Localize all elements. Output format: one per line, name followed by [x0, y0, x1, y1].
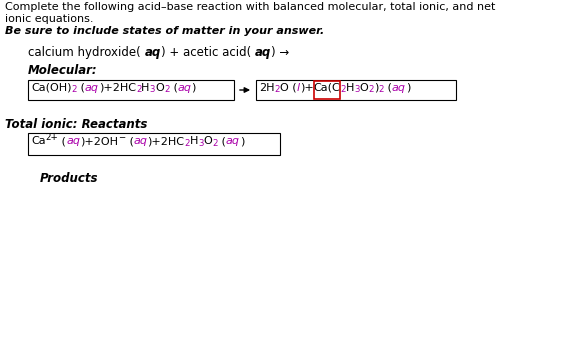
Text: (: (: [218, 136, 226, 146]
Text: 2: 2: [136, 86, 142, 95]
Text: O (: O (: [280, 83, 297, 93]
Text: aq: aq: [66, 136, 80, 146]
Text: 3: 3: [354, 86, 360, 95]
Text: aq: aq: [144, 46, 161, 59]
Text: (: (: [125, 136, 133, 146]
Text: aq: aq: [133, 136, 147, 146]
Text: Ca(OH): Ca(OH): [31, 83, 71, 93]
Text: (: (: [170, 83, 178, 93]
Text: ): ): [240, 136, 244, 146]
Text: aq: aq: [255, 46, 271, 59]
Text: H: H: [142, 83, 149, 93]
Text: ionic equations.: ionic equations.: [5, 14, 93, 24]
FancyBboxPatch shape: [256, 80, 456, 100]
Text: aq: aq: [392, 83, 406, 93]
FancyBboxPatch shape: [28, 133, 280, 155]
Text: O: O: [204, 136, 212, 146]
Text: Complete the following acid–base reaction with balanced molecular, total ionic, : Complete the following acid–base reactio…: [5, 2, 495, 12]
Text: Be sure to include states of matter in your answer.: Be sure to include states of matter in y…: [5, 26, 324, 36]
Text: )+: )+: [300, 83, 314, 93]
Text: Ca(C: Ca(C: [314, 83, 340, 93]
Text: 3: 3: [149, 86, 155, 95]
Text: 2+: 2+: [46, 133, 58, 141]
Text: 2: 2: [378, 86, 384, 95]
Text: 2: 2: [212, 139, 218, 148]
Text: O: O: [155, 83, 164, 93]
Text: 2: 2: [274, 86, 280, 95]
Text: 2: 2: [71, 86, 77, 95]
Text: Products: Products: [40, 172, 98, 185]
Text: 2: 2: [368, 86, 374, 95]
Text: (: (: [77, 83, 85, 93]
Text: ): ): [374, 83, 378, 93]
Text: l: l: [297, 83, 300, 93]
Text: H: H: [346, 83, 354, 93]
Text: −: −: [118, 133, 125, 141]
Text: ) →: ) →: [271, 46, 289, 59]
Text: 2: 2: [184, 139, 190, 148]
Text: 2H: 2H: [259, 83, 274, 93]
Text: 2: 2: [340, 86, 346, 95]
Text: ) + acetic acid(: ) + acetic acid(: [161, 46, 255, 59]
Text: Total ionic: Reactants: Total ionic: Reactants: [5, 118, 147, 131]
Text: (: (: [384, 83, 392, 93]
Text: O: O: [360, 83, 368, 93]
Text: )+2HC: )+2HC: [147, 136, 184, 146]
Text: (: (: [58, 136, 66, 146]
Text: calcium hydroxide(: calcium hydroxide(: [28, 46, 144, 59]
Text: ): ): [406, 83, 410, 93]
Text: 2: 2: [164, 86, 170, 95]
Text: ): ): [192, 83, 196, 93]
FancyBboxPatch shape: [28, 80, 234, 100]
Text: Molecular:: Molecular:: [28, 64, 98, 77]
Text: Ca: Ca: [31, 136, 46, 146]
Text: aq: aq: [226, 136, 240, 146]
Text: aq: aq: [178, 83, 192, 93]
Text: )+2OH: )+2OH: [80, 136, 118, 146]
Text: )+2HC: )+2HC: [99, 83, 136, 93]
Text: aq: aq: [85, 83, 99, 93]
Text: H: H: [190, 136, 198, 146]
Text: 3: 3: [198, 139, 204, 148]
